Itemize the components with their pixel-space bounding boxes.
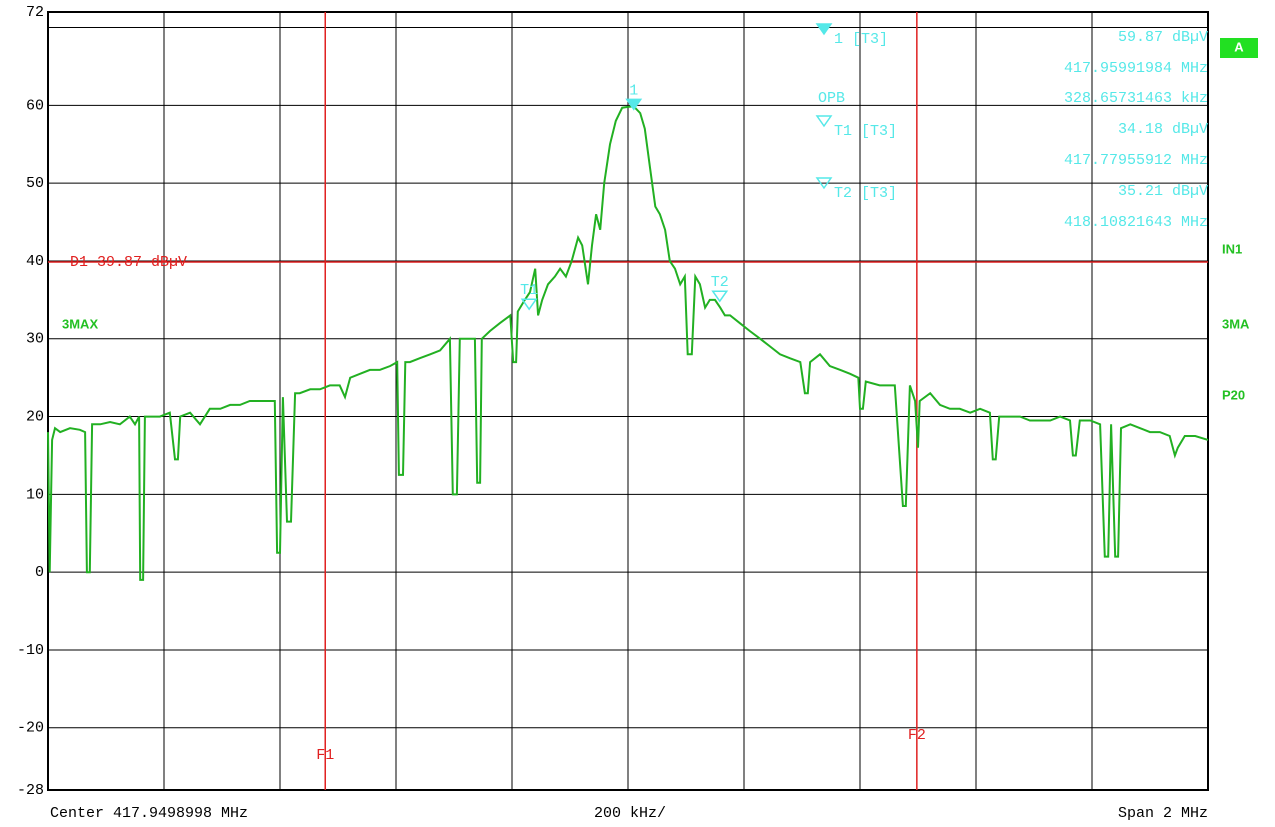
opb-label: OPB xyxy=(818,90,845,107)
span: Span 2 MHz xyxy=(1118,805,1208,822)
marker-info-value: 35.21 dBµV xyxy=(1118,183,1208,200)
y-tick-label: 30 xyxy=(26,331,44,348)
y-tick-label: 40 xyxy=(26,253,44,270)
trace xyxy=(47,105,1209,581)
y-tick-label: -10 xyxy=(17,642,44,659)
trace-a-badge xyxy=(1220,38,1258,58)
marker-info-value: 34.18 dBµV xyxy=(1118,121,1208,138)
marker xyxy=(520,298,538,311)
y-tick-label: 20 xyxy=(26,409,44,426)
frequency-line-label: F2 xyxy=(908,727,926,744)
center-frequency: Center 417.9498998 MHz xyxy=(50,805,248,822)
marker xyxy=(711,290,729,303)
side-label: A xyxy=(1234,39,1244,54)
display-line-label: D1 39.87 dBµV xyxy=(70,254,187,271)
marker-info-value: 59.87 dBµV xyxy=(1118,29,1208,46)
marker-info-label: 1 [T3] xyxy=(834,31,888,48)
span-per-division: 200 kHz/ xyxy=(594,805,666,822)
plot-frame xyxy=(47,11,1209,791)
y-tick-label: 50 xyxy=(26,175,44,192)
marker xyxy=(625,98,643,111)
y-tick-label: -28 xyxy=(17,782,44,799)
marker-info-label: T1 [T3] xyxy=(834,123,897,140)
marker-name: T2 xyxy=(711,274,729,291)
side-label: P20 xyxy=(1222,387,1245,402)
frequency-line-label: F1 xyxy=(316,747,334,764)
y-tick-label: 10 xyxy=(26,486,44,503)
info-marker-icon xyxy=(815,177,833,190)
marker-info-frequency: 417.77955912 MHz xyxy=(1064,152,1208,169)
info-marker-icon xyxy=(815,23,833,36)
y-tick-label: 60 xyxy=(26,97,44,114)
side-label: IN1 xyxy=(1222,241,1242,256)
info-marker-icon xyxy=(815,115,833,128)
y-tick-label: -20 xyxy=(17,720,44,737)
marker-name: 1 xyxy=(629,82,638,99)
marker-info-label: T2 [T3] xyxy=(834,185,897,202)
opb-value: 328.65731463 kHz xyxy=(1064,90,1208,107)
marker-info-frequency: 418.10821643 MHz xyxy=(1064,214,1208,231)
marker-name: T1 xyxy=(520,282,538,299)
y-tick-label: 72 xyxy=(26,4,44,21)
marker-info-frequency: 417.95991984 MHz xyxy=(1064,60,1208,77)
side-label: 3MA xyxy=(1222,316,1250,331)
trace-label: 3MAX xyxy=(62,316,98,331)
y-tick-label: 0 xyxy=(35,564,44,581)
